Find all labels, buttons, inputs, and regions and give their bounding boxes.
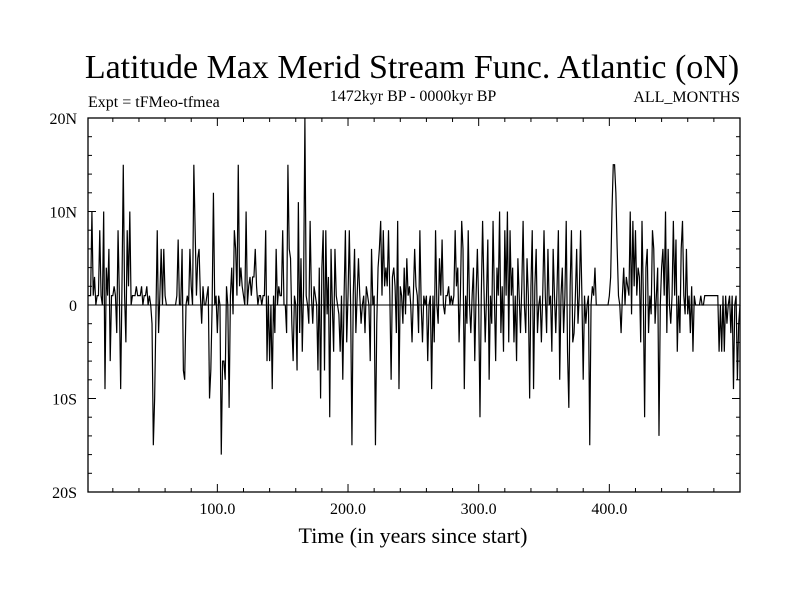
- experiment-label: Expt = tFMeo-tfmea: [88, 94, 220, 111]
- x-tick-label: 400.0: [591, 501, 627, 518]
- x-axis-label: Time (in years since start): [299, 523, 528, 548]
- x-tick-label: 300.0: [461, 501, 497, 518]
- y-axis-ticks: 20N 10N 0 10S 20S: [49, 111, 740, 502]
- chart-title: Latitude Max Merid Stream Func. Atlantic…: [85, 49, 739, 86]
- y-tick-label: 20N: [49, 111, 77, 128]
- y-tick-label: 20S: [52, 485, 77, 502]
- x-tick-label: 200.0: [330, 501, 366, 518]
- y-tick-label: 10N: [49, 205, 77, 222]
- time-range-label: 1472kyr BP - 0000kyr BP: [330, 88, 497, 105]
- x-tick-label: 100.0: [199, 501, 235, 518]
- series-line: [88, 117, 741, 455]
- y-tick-label: 10S: [52, 392, 77, 409]
- x-axis-ticks: 100.0 200.0 300.0 400.0: [112, 118, 715, 518]
- months-label: ALL_MONTHS: [633, 89, 740, 106]
- series-layer: [88, 117, 741, 455]
- y-tick-label: 0: [69, 298, 77, 315]
